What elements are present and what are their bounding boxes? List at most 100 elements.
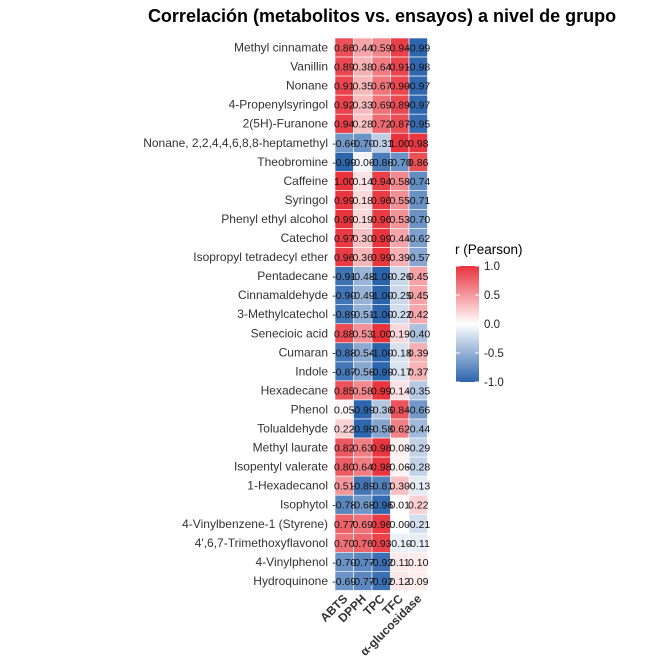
cell-value-label: -0.17 xyxy=(388,366,412,378)
cell-value-label: 0.55 xyxy=(390,195,411,207)
row-label: Phenol xyxy=(291,402,328,416)
row-label: 4-Vinylbenzene-1 (Styrene) xyxy=(182,517,328,531)
cell-value-label: -0.36 xyxy=(369,404,393,416)
cell-value-label: 0.19 xyxy=(390,328,411,340)
row-label: 2(5H)-Furanone xyxy=(243,117,329,131)
cell-value-label: -0.99 xyxy=(369,366,393,378)
cell-value-label: 0.86 xyxy=(408,157,429,169)
cell-value-label: 0.93 xyxy=(371,538,392,550)
row-label: 4-Propenylsyringol xyxy=(229,98,328,112)
row-label: 4',6,7-Trimethoxyflavonol xyxy=(195,536,328,550)
row-label: Cumaran xyxy=(279,345,328,359)
row-label: Indole xyxy=(295,364,328,378)
row-label: Nonane, 2,2,4,4,6,8,8-heptamethyl xyxy=(143,136,328,150)
cell-value-label: 0.12 xyxy=(390,576,411,588)
chart-title: Correlación (metabolitos vs. ensayos) a … xyxy=(148,6,616,26)
cell-value-label: 0.14 xyxy=(390,385,411,397)
cell-value-label: 0.45 xyxy=(408,271,429,283)
cell-value-label: 0.39 xyxy=(408,347,429,359)
cell-value-label: 0.80 xyxy=(334,462,355,474)
cell-value-label: 0.99 xyxy=(371,233,392,245)
cell-value-label: 0.88 xyxy=(334,328,355,340)
cell-value-label: -0.89 xyxy=(351,481,375,493)
legend-colorbar xyxy=(456,266,479,382)
cell-value-label: 0.10 xyxy=(408,557,429,569)
cell-value-label: 0.97 xyxy=(334,233,355,245)
cell-value-label: -0.22 xyxy=(388,309,412,321)
cell-value-label: 1.00 xyxy=(334,176,355,188)
cell-value-label: 0.69 xyxy=(353,519,374,531)
cell-value-label: -1.00 xyxy=(369,309,393,321)
cell-value-label: -0.70 xyxy=(388,157,412,169)
cell-value-label: 0.28 xyxy=(353,119,374,131)
cell-value-label: 0.11 xyxy=(390,557,410,569)
row-label: Theobromine xyxy=(257,155,328,169)
cell-value-label: 0.96 xyxy=(371,195,392,207)
legend-tick-label: -1.0 xyxy=(484,377,504,389)
row-label: Hexadecane xyxy=(261,383,329,397)
cell-value-label: 0.89 xyxy=(334,62,355,74)
cell-value-label: -0.70 xyxy=(351,138,375,150)
cell-value-label: 0.44 xyxy=(390,233,411,245)
row-label: Methyl laurate xyxy=(253,441,329,455)
cell-value-label: -0.13 xyxy=(406,481,430,493)
cell-value-label: -0.11 xyxy=(407,538,430,550)
cell-value-label: -0.97 xyxy=(406,81,430,93)
cell-value-label: 0.14 xyxy=(353,176,374,188)
cell-value-label: 0.39 xyxy=(390,252,411,264)
cell-value-label: 0.94 xyxy=(371,176,392,188)
cell-value-label: 0.87 xyxy=(390,119,411,131)
legend-title: r (Pearson) xyxy=(455,242,523,257)
cell-value-label: -0.99 xyxy=(351,424,375,436)
cell-value-label: 0.99 xyxy=(371,252,392,264)
cell-value-label: -0.21 xyxy=(406,519,430,531)
row-label: Nonane xyxy=(286,79,328,93)
cell-value-label: 0.72 xyxy=(371,119,392,131)
cell-value-label: -0.35 xyxy=(406,385,430,397)
row-labels: Methyl cinnamate Vanillin Nonane 4-Propenyl… xyxy=(143,41,328,588)
row-label: Tolualdehyde xyxy=(257,422,328,436)
cell-value-label: 0.69 xyxy=(371,100,392,112)
cell-value-label: 0.30 xyxy=(353,233,374,245)
cell-value-label: -0.48 xyxy=(351,271,375,283)
cell-value-label: 0.89 xyxy=(390,100,411,112)
cell-value-label: 0.92 xyxy=(334,100,355,112)
cell-value-label: 0.96 xyxy=(334,252,355,264)
cell-value-label: 0.96 xyxy=(371,214,392,226)
cell-value-label: -0.97 xyxy=(406,100,430,112)
cell-value-label: -0.89 xyxy=(332,309,356,321)
cell-value-label: 0.94 xyxy=(390,43,411,55)
cell-value-label: 0.35 xyxy=(353,81,374,93)
row-label: Isopentyl valerate xyxy=(234,460,328,474)
cell-value-label: -0.87 xyxy=(332,366,356,378)
legend-tick-label: 1.0 xyxy=(484,261,500,273)
cell-value-label: 0.51 xyxy=(334,481,355,493)
cell-value-label: 0.91 xyxy=(390,62,411,74)
cell-value-label: 0.82 xyxy=(334,443,355,455)
cell-value-label: 0.05 xyxy=(334,404,355,416)
row-label: Hydroquinone xyxy=(253,574,328,588)
row-label: Catechol xyxy=(281,231,328,245)
cell-value-label: 0.99 xyxy=(371,385,392,397)
cell-value-label: -0.40 xyxy=(406,328,430,340)
cell-value-label: -0.77 xyxy=(351,557,375,569)
cell-value-label: 0.98 xyxy=(408,138,429,150)
cell-value-label: -0.99 xyxy=(351,404,375,416)
cell-value-label: 1.00 xyxy=(371,328,392,340)
cell-value-label: -0.70 xyxy=(406,214,430,226)
cell-value-label: -0.56 xyxy=(351,366,375,378)
cell-value-label: -0.49 xyxy=(351,290,375,302)
cell-value-label: 0.64 xyxy=(371,62,392,74)
cell-value-label: 0.96 xyxy=(371,519,392,531)
cell-value-label: 0.33 xyxy=(353,100,374,112)
cell-value-label: -0.90 xyxy=(332,290,356,302)
cell-value-label: -0.96 xyxy=(369,500,393,512)
cell-value-label: 0.01 xyxy=(390,500,411,512)
cell-value-label: 0.08 xyxy=(390,443,411,455)
cell-value-label: 0.70 xyxy=(334,538,355,550)
cell-value-label: -0.71 xyxy=(406,195,430,207)
cell-value-label: -1.00 xyxy=(369,271,393,283)
cell-value-label: 0.44 xyxy=(353,43,374,55)
